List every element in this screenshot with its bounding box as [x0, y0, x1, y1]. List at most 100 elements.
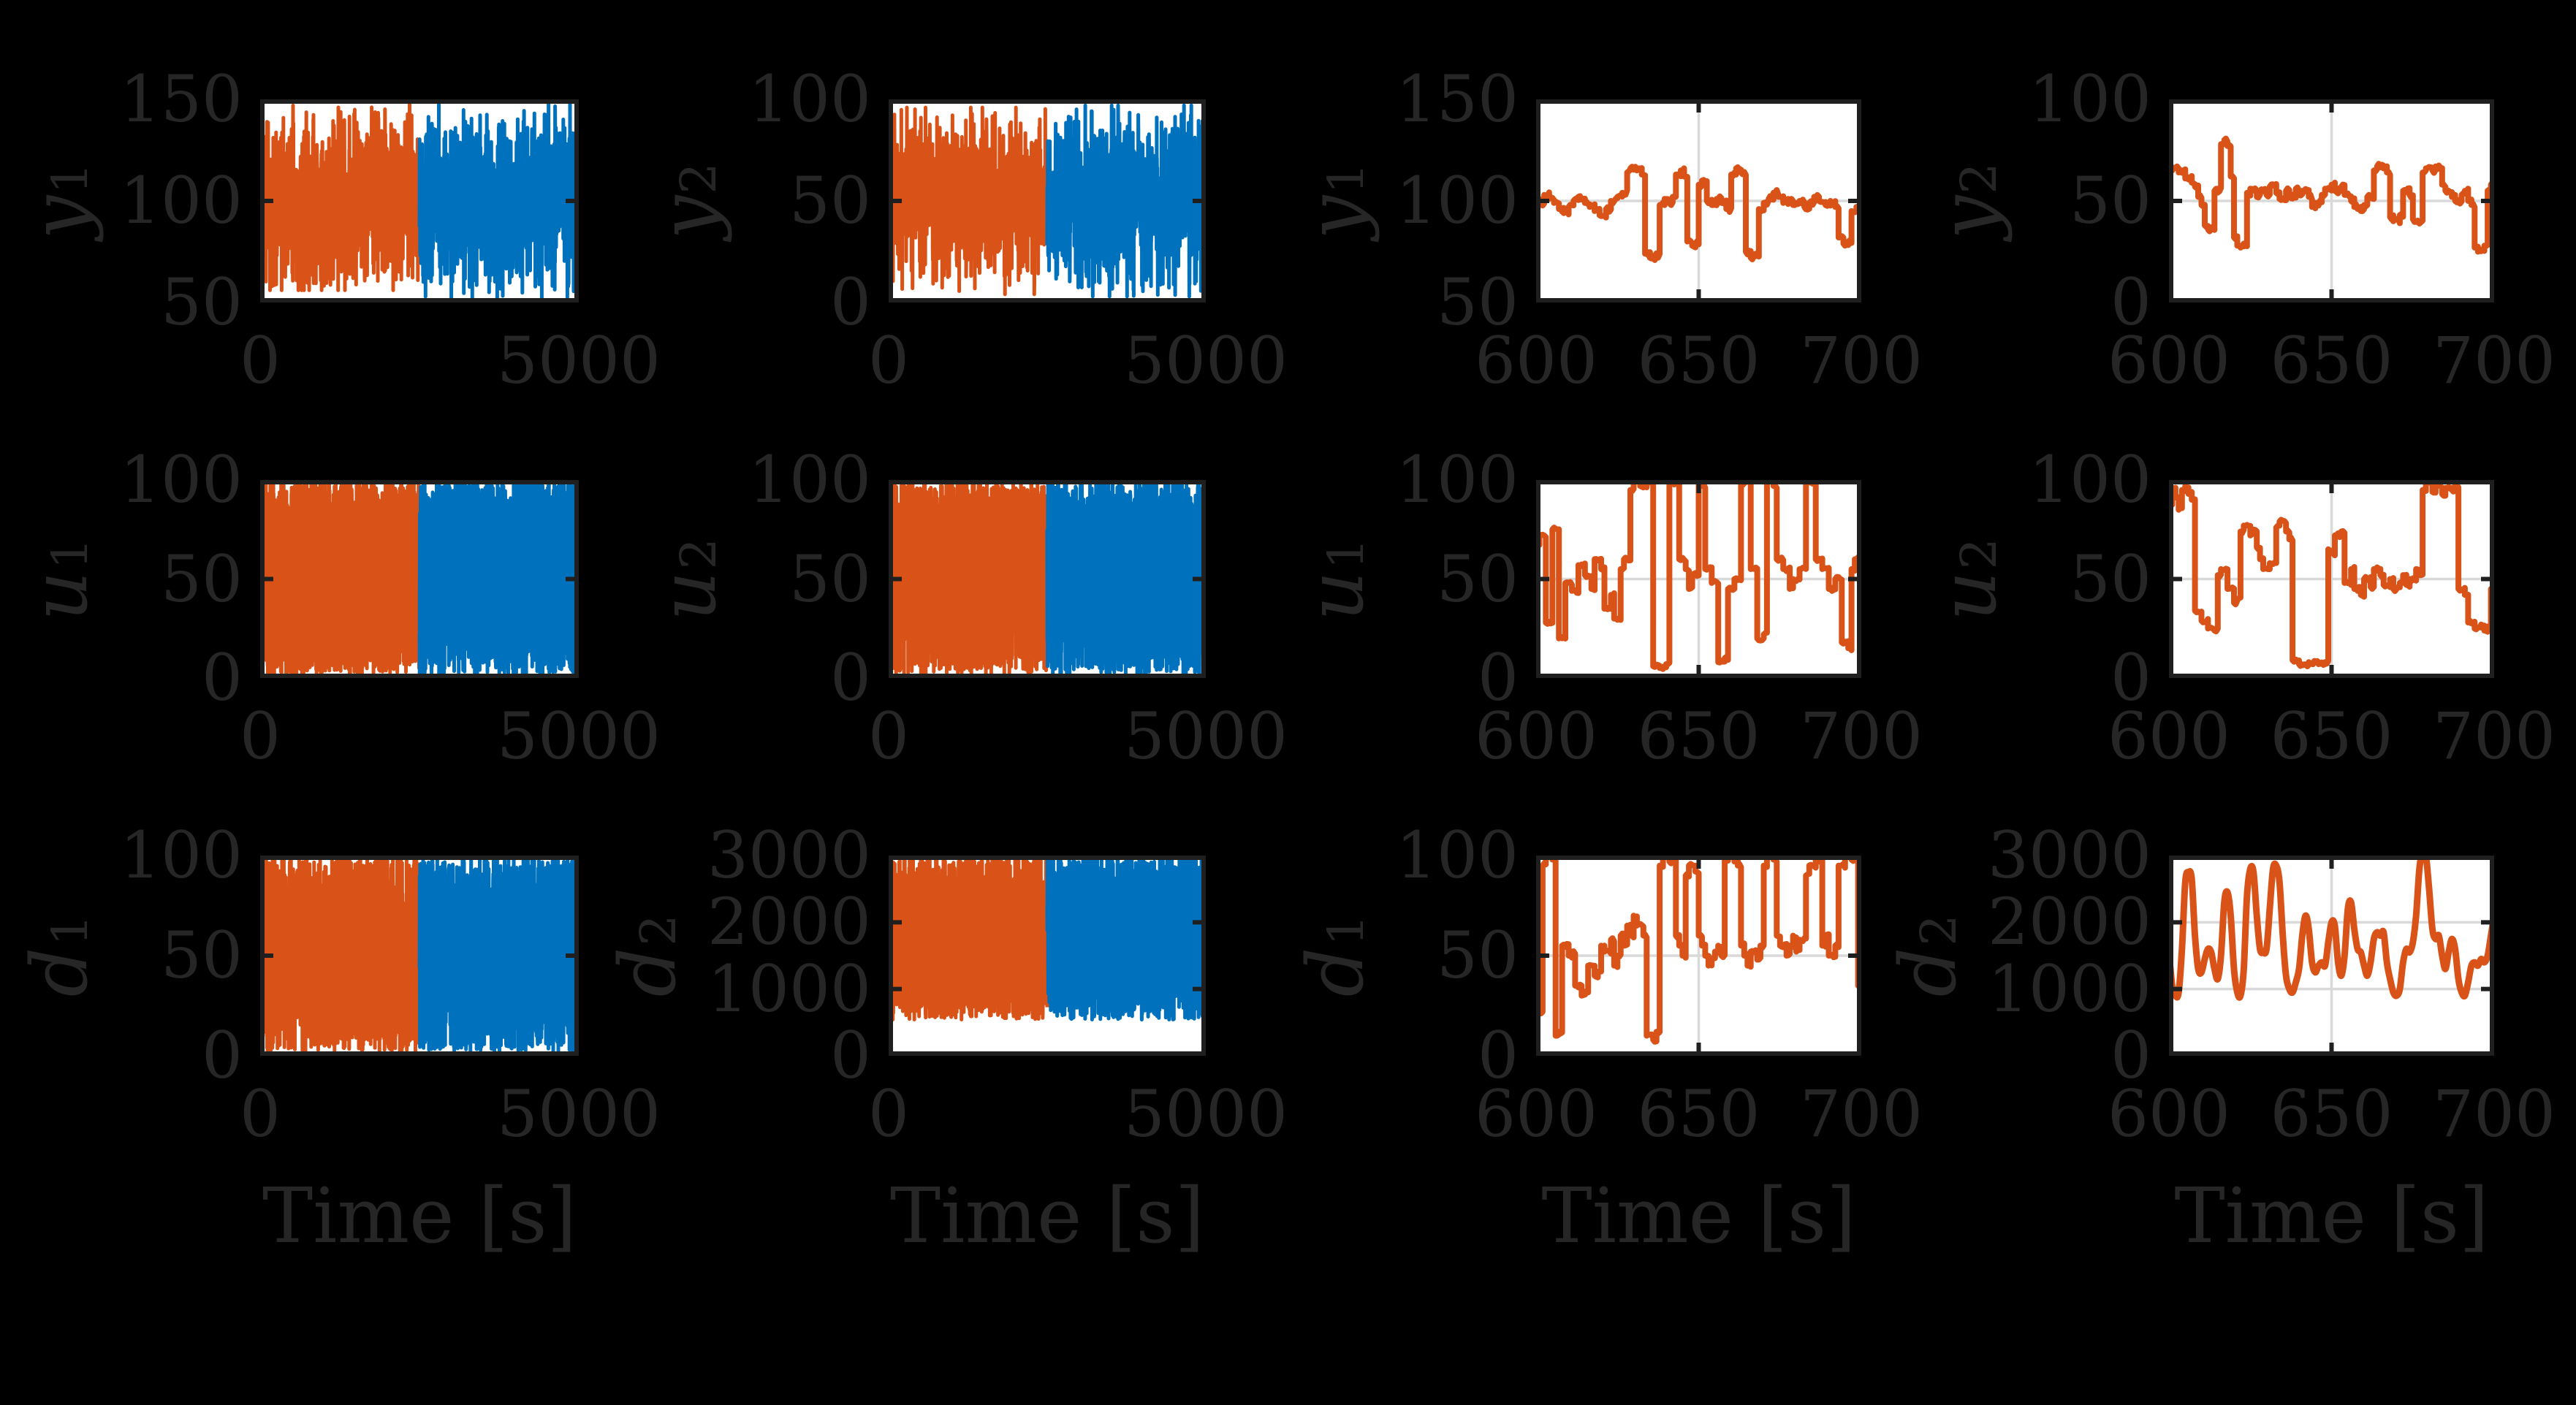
y-tick-label: 50	[789, 541, 871, 617]
series-u2-first-half	[889, 480, 1049, 677]
y-tick-label: 100	[748, 61, 871, 137]
series-y2-zoom	[2169, 135, 2494, 255]
x-tick-label: 650	[1637, 698, 1760, 774]
x-tick-label: 700	[2433, 1076, 2556, 1151]
series-u2-zoom	[2169, 480, 2494, 669]
plot-canvas	[2169, 99, 2494, 302]
series-d2-first-half	[889, 856, 1049, 1021]
x-tick-label: 600	[2108, 1076, 2230, 1151]
x-tick-label: 600	[1475, 1076, 1597, 1151]
y-tick-label: 0	[830, 1018, 871, 1093]
plot-border	[889, 99, 1206, 302]
y-tick-label: 0	[1478, 1018, 1519, 1093]
x-tick-label: 700	[1800, 1076, 1923, 1151]
y-tick-label: 3000	[1988, 818, 2151, 893]
plot-area	[260, 856, 579, 1056]
x-tick-label: 700	[2433, 698, 2556, 774]
x-tick-label: 650	[1637, 323, 1760, 398]
y-tick-label: 100	[2029, 61, 2151, 137]
series-y1-second-half	[417, 99, 579, 300]
series-y1-first-half	[260, 102, 422, 292]
y-tick-label: 2000	[707, 884, 871, 960]
x-tick-label: 5000	[1124, 698, 1288, 774]
series-d1-first-half	[260, 856, 422, 1054]
y-tick-label: 0	[202, 640, 243, 715]
y-tick-label: 50	[2070, 163, 2151, 238]
y-tick-label: 0	[2110, 264, 2151, 340]
x-tick-label: 600	[2108, 698, 2230, 774]
y-tick-label: 100	[748, 442, 871, 517]
plot-border	[2169, 856, 2494, 1056]
y-tick-label: 100	[1396, 163, 1519, 238]
y-tick-label: 50	[1437, 541, 1519, 617]
y-tick-label: 50	[1437, 264, 1519, 340]
plot-area	[260, 99, 579, 302]
plot-canvas	[889, 480, 1206, 678]
plot-area	[1536, 856, 1861, 1056]
series-u1-second-half	[417, 480, 579, 677]
y-tick-label: 50	[2070, 541, 2151, 617]
series-u2-second-half	[1045, 480, 1206, 677]
x-tick-label: 5000	[1124, 1076, 1288, 1151]
plot-border	[1536, 480, 1861, 678]
plot-area	[2169, 480, 2494, 678]
plot-border	[889, 480, 1206, 678]
plot-area	[1536, 99, 1861, 302]
x-tick-label: 0	[868, 323, 909, 398]
y-tick-label: 3000	[707, 818, 871, 893]
plot-border	[260, 480, 579, 678]
x-tick-label: 5000	[497, 1076, 661, 1151]
plot-border	[1536, 856, 1861, 1056]
y-tick-label: 150	[120, 61, 243, 137]
x-tick-label: 600	[1475, 698, 1597, 774]
x-tick-label: 0	[240, 698, 281, 774]
x-tick-label: 0	[868, 1076, 909, 1151]
plot-canvas	[889, 856, 1206, 1056]
x-tick-label: 700	[2433, 323, 2556, 398]
x-axis-label: Time [s]	[2174, 1171, 2489, 1260]
plot-canvas	[2169, 856, 2494, 1056]
y-tick-label: 50	[1437, 918, 1519, 993]
x-axis-label: Time [s]	[1541, 1171, 1856, 1260]
x-tick-label: 650	[2270, 323, 2393, 398]
plot-area	[1536, 480, 1861, 678]
x-tick-label: 0	[240, 323, 281, 398]
y-tick-label: 100	[120, 442, 243, 517]
series-d2-zoom	[2169, 856, 2494, 1001]
x-tick-label: 5000	[1124, 323, 1288, 398]
y-tick-label: 0	[1478, 640, 1519, 715]
series-y2-second-half	[1045, 103, 1206, 299]
series-d1-zoom	[1536, 856, 1861, 1045]
series-d2-second-half	[1045, 856, 1206, 1022]
x-tick-label: 700	[1800, 323, 1923, 398]
y-tick-label: 50	[161, 264, 243, 340]
y-tick-label: 100	[120, 163, 243, 238]
plot-canvas	[1536, 480, 1861, 678]
plot-area	[2169, 856, 2494, 1056]
y-tick-label: 100	[2029, 442, 2151, 517]
plot-canvas	[260, 480, 579, 678]
plot-canvas	[260, 99, 579, 302]
x-axis-label: Time [s]	[262, 1171, 577, 1260]
x-tick-label: 0	[868, 698, 909, 774]
x-tick-label: 0	[240, 1076, 281, 1151]
y-tick-label: 50	[161, 918, 243, 993]
y-tick-label: 1000	[1988, 951, 2151, 1027]
plot-canvas	[260, 856, 579, 1056]
plot-area	[889, 99, 1206, 302]
y-tick-label: 2000	[1988, 884, 2151, 960]
plot-area	[889, 856, 1206, 1056]
series-y2-first-half	[889, 105, 1049, 297]
y-tick-label: 100	[1396, 818, 1519, 893]
y-tick-label: 0	[2110, 1018, 2151, 1093]
